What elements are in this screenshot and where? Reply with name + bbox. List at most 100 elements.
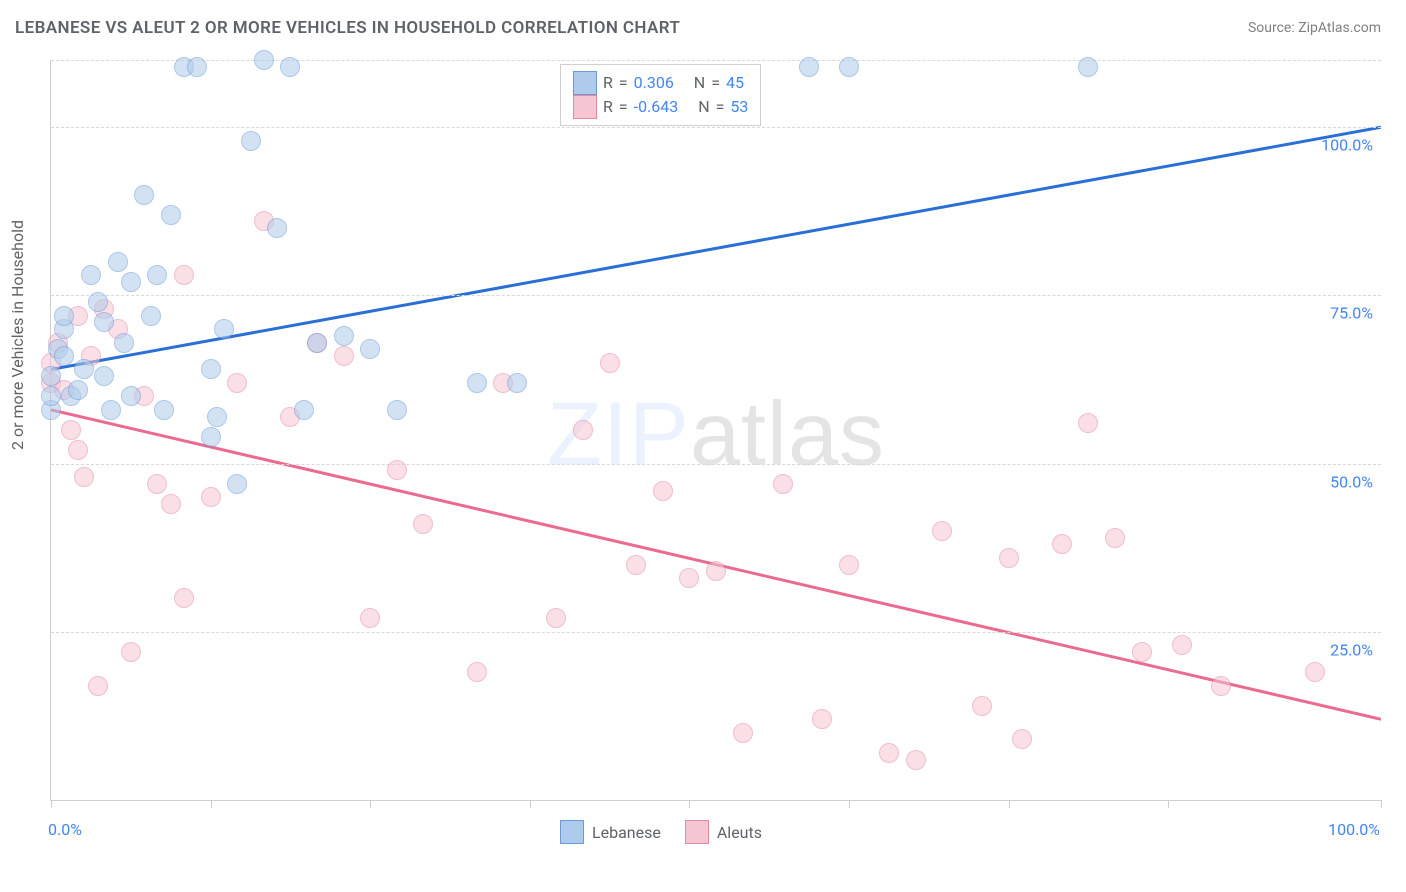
chart-container: LEBANESE VS ALEUT 2 OR MORE VEHICLES IN … [0,0,1406,892]
swatch-aleuts [685,820,709,844]
x-tick-100: 100.0% [1328,820,1380,839]
scatter-point [679,568,699,588]
scatter-point [41,386,61,406]
scatter-point [121,272,141,292]
trend-line [51,127,1381,369]
scatter-point [54,346,74,366]
x-tick [530,800,531,808]
n-label: N [694,71,705,95]
scatter-point [507,373,527,393]
scatter-point [174,265,194,285]
n-value-aleuts: 53 [730,95,748,119]
scatter-point [161,205,181,225]
scatter-point [201,427,221,447]
scatter-point [467,662,487,682]
scatter-point [307,333,327,353]
scatter-point [61,420,81,440]
scatter-point [1305,662,1325,682]
r-value-lebanese: 0.306 [634,71,674,95]
x-tick-0: 0.0% [48,820,82,839]
equals-sign: = [619,95,628,119]
scatter-point [972,696,992,716]
scatter-point [932,521,952,541]
scatter-point [773,474,793,494]
scatter-point [334,346,354,366]
scatter-point [360,339,380,359]
correlation-row-lebanese: R = 0.306 N = 45 [573,71,748,95]
scatter-point [467,373,487,393]
scatter-point [108,252,128,272]
x-tick [370,800,371,808]
x-tick [1168,800,1169,808]
watermark-atlas: atlas [690,385,885,485]
scatter-point [600,353,620,373]
series-legend: Lebanese Aleuts [560,820,762,844]
scatter-point [280,57,300,77]
scatter-point [114,333,134,353]
scatter-point [187,57,207,77]
scatter-point [626,555,646,575]
scatter-point [134,185,154,205]
chart-title: LEBANESE VS ALEUT 2 OR MORE VEHICLES IN … [15,18,680,38]
y-tick-label: 75.0% [1330,304,1373,323]
watermark-zip: ZIP [547,385,690,485]
scatter-point [121,386,141,406]
y-tick-label: 100.0% [1321,136,1373,155]
scatter-point [201,359,221,379]
legend-item-aleuts: Aleuts [685,820,762,844]
scatter-point [839,555,859,575]
scatter-point [74,467,94,487]
scatter-point [1078,57,1098,77]
scatter-point [706,561,726,581]
plot-area: ZIPatlas 25.0%50.0%75.0%100.0% [50,60,1381,801]
gridline [51,464,1381,465]
gridline [51,632,1381,633]
scatter-point [812,709,832,729]
scatter-point [879,743,899,763]
scatter-point [68,380,88,400]
x-tick [1009,800,1010,808]
scatter-point [387,400,407,420]
scatter-point [94,312,114,332]
scatter-point [334,326,354,346]
scatter-point [254,50,274,70]
y-tick-label: 50.0% [1330,472,1373,491]
scatter-point [147,265,167,285]
scatter-point [154,400,174,420]
scatter-point [413,514,433,534]
scatter-point [94,366,114,386]
legend-label-aleuts: Aleuts [717,823,762,842]
scatter-point [906,750,926,770]
scatter-point [1211,676,1231,696]
source-attribution: Source: ZipAtlas.com [1248,20,1381,36]
scatter-point [207,407,227,427]
scatter-point [88,676,108,696]
scatter-point [227,373,247,393]
correlation-row-aleuts: R = -0.643 N = 53 [573,95,748,119]
x-tick [211,800,212,808]
trend-lines [51,60,1381,800]
scatter-point [241,131,261,151]
scatter-point [41,366,61,386]
r-label: R [603,95,613,119]
scatter-point [74,359,94,379]
y-axis-label: 2 or more Vehicles in Household [8,220,27,450]
scatter-point [1105,528,1125,548]
scatter-point [161,494,181,514]
scatter-point [267,218,287,238]
scatter-point [147,474,167,494]
scatter-point [54,306,74,326]
n-value-lebanese: 45 [726,71,744,95]
scatter-point [121,642,141,662]
n-label: N [698,95,709,119]
x-tick [689,800,690,808]
scatter-point [68,440,88,460]
scatter-point [88,292,108,312]
scatter-point [799,57,819,77]
scatter-point [201,487,221,507]
watermark: ZIPatlas [547,384,885,487]
equals-sign: = [716,95,725,119]
scatter-point [141,306,161,326]
scatter-point [294,400,314,420]
x-tick [1381,800,1382,808]
